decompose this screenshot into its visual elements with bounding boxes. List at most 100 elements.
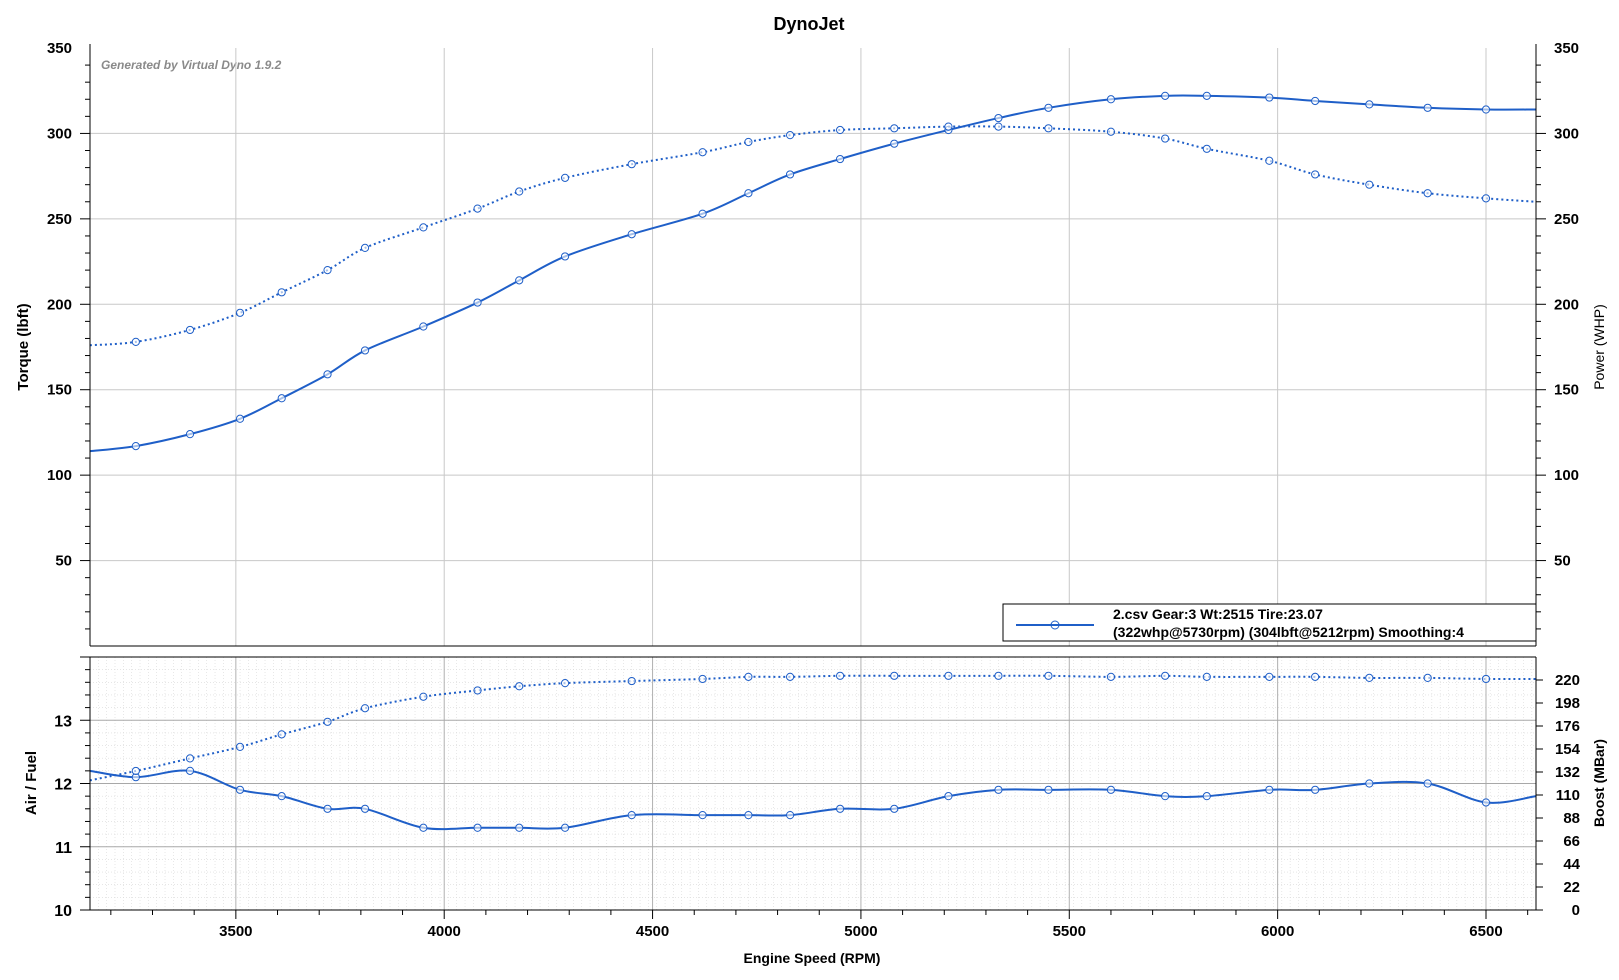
power-series-point <box>1044 103 1053 112</box>
boost-series-point <box>1106 672 1116 681</box>
power-series-point <box>835 154 845 164</box>
torque-series-point <box>744 137 753 147</box>
torque-series-point <box>1202 144 1211 153</box>
torque-tick-label: 200 <box>47 296 72 313</box>
boost-series-point <box>515 682 524 691</box>
air-fuel-series-point <box>1481 798 1491 807</box>
power-series-point <box>560 252 570 261</box>
air-fuel-series-point <box>744 811 753 820</box>
power-series-point <box>1365 100 1374 109</box>
power-series-point <box>1106 95 1116 104</box>
air-fuel-series-point <box>1423 779 1432 788</box>
legend: 2.csv Gear:3 Wt:2515 Tire:23.07 (322whp@… <box>1002 603 1537 642</box>
legend-marker <box>1050 620 1060 630</box>
boost-tick-label: 22 <box>1563 879 1580 896</box>
torque-series-point <box>323 266 332 275</box>
boost-series-point <box>473 686 482 695</box>
boost-tick-label: 44 <box>1563 856 1580 873</box>
air-fuel-series-point <box>1311 785 1320 794</box>
x-tick-label: 4000 <box>428 923 461 940</box>
power-series-point <box>419 322 428 331</box>
torque-series-point <box>835 125 845 135</box>
torque-tick-label: 350 <box>47 40 72 57</box>
boost-series-point <box>627 676 636 686</box>
air-fuel-series-point <box>835 804 845 813</box>
boost-series-point <box>360 704 370 713</box>
boost-series-point <box>1044 671 1053 680</box>
torque-series-point <box>277 288 286 297</box>
power-series-point <box>890 139 899 148</box>
boost-series-point <box>835 671 845 680</box>
torque-series-point <box>560 173 570 182</box>
power-series-point <box>1265 93 1274 102</box>
boost-series-point <box>235 742 245 752</box>
watermark-text: Generated by Virtual Dyno 1.9.2 <box>101 58 282 72</box>
air-fuel-series-point <box>277 792 286 801</box>
boost-series-point <box>323 717 332 726</box>
power-series-point <box>515 276 524 285</box>
air-fuel-series-point <box>560 823 570 832</box>
power-series-point <box>785 170 795 179</box>
air-fuel-series-point <box>994 785 1003 794</box>
boost-tick-label: 176 <box>1555 718 1580 735</box>
torque-series-point <box>1161 134 1170 143</box>
torque-series-point <box>627 160 636 169</box>
air-fuel-series-point <box>419 823 428 832</box>
boost-series-point <box>698 674 707 684</box>
power-series-point <box>744 189 753 198</box>
boost-tick-label: 198 <box>1555 695 1580 712</box>
power-series-point <box>360 346 370 355</box>
air-fuel-series-point <box>1044 785 1053 794</box>
boost-series-point <box>419 692 428 701</box>
air-fuel-series-point <box>785 811 795 820</box>
x-tick-label: 6000 <box>1261 923 1294 940</box>
power-series-point <box>185 430 195 439</box>
power-series-point <box>1161 91 1170 100</box>
air-fuel-tick-label: 12 <box>54 777 72 794</box>
torque-series-point <box>1106 127 1116 136</box>
boost-series-point <box>560 679 570 688</box>
power-series-point <box>235 414 245 423</box>
power-series-point <box>1481 105 1491 114</box>
power-series-point <box>627 230 636 239</box>
air-fuel-series-point <box>890 804 899 813</box>
torque-series-point <box>185 325 195 335</box>
torque-series-point <box>1423 189 1432 198</box>
air-fuel-series-point <box>1161 792 1170 801</box>
torque-series-point <box>235 308 245 317</box>
grid-layer <box>89 48 1536 911</box>
air-fuel-tick-label: 11 <box>55 840 72 857</box>
power-tick-label: 250 <box>1554 211 1579 228</box>
boost-series-point <box>744 672 753 681</box>
torque-tick-label: 50 <box>55 553 72 570</box>
boost-tick-label: 66 <box>1563 833 1580 850</box>
boost-series-point <box>1423 673 1432 683</box>
power-series-point <box>277 394 286 403</box>
air-fuel-series-point <box>473 823 482 832</box>
torque-series-point <box>1311 170 1320 179</box>
torque-series-point <box>515 187 524 196</box>
x-tick-label: 6500 <box>1469 923 1502 940</box>
power-tick-label: 150 <box>1554 382 1579 399</box>
power-series-point <box>698 209 707 218</box>
power-tick-label: 50 <box>1554 553 1571 570</box>
air-fuel-series-point <box>698 811 707 820</box>
x-tick-label: 5000 <box>844 923 877 940</box>
boost-series-point <box>131 766 140 776</box>
air-fuel-series-point <box>323 804 332 813</box>
power-series-point <box>1311 96 1320 106</box>
power-series-point <box>473 298 482 307</box>
legend-line-1: 2.csv Gear:3 Wt:2515 Tire:23.07 <box>1113 606 1323 622</box>
boost-series-point <box>890 671 899 680</box>
torque-series-point <box>1044 124 1053 133</box>
air-fuel-series-point <box>627 811 636 820</box>
boost-series-point <box>944 671 953 680</box>
torque-tick-label: 250 <box>47 211 72 228</box>
torque-series-point <box>360 243 370 253</box>
legend-box <box>1002 603 1537 642</box>
boost-tick-label: 88 <box>1563 810 1580 827</box>
air-fuel-series-point <box>360 804 370 813</box>
